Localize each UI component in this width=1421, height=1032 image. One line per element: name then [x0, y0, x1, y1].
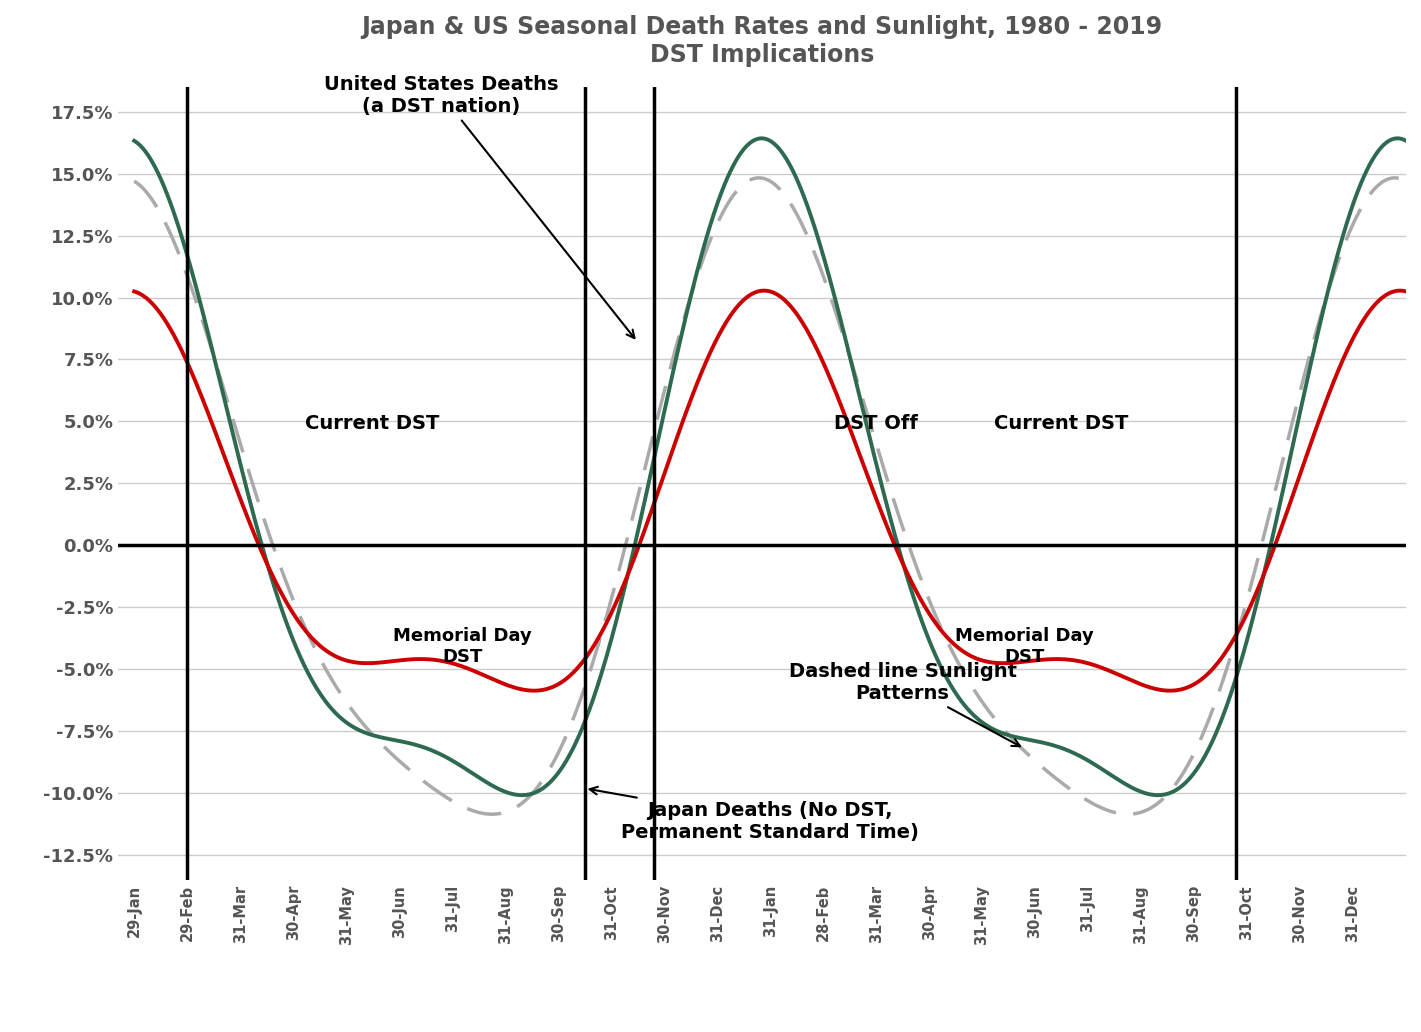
Text: Memorial Day
DST: Memorial Day DST [394, 627, 531, 666]
Text: Memorial Day
DST: Memorial Day DST [955, 627, 1094, 666]
Text: United States Deaths
(a DST nation): United States Deaths (a DST nation) [324, 74, 634, 338]
Text: Japan Deaths (No DST,
Permanent Standard Time): Japan Deaths (No DST, Permanent Standard… [590, 786, 919, 842]
Title: Japan & US Seasonal Death Rates and Sunlight, 1980 - 2019
DST Implications: Japan & US Seasonal Death Rates and Sunl… [361, 15, 1162, 67]
Text: Current DST: Current DST [306, 414, 441, 432]
Text: DST Off: DST Off [834, 414, 918, 432]
Text: Dashed line Sunlight
Patterns: Dashed line Sunlight Patterns [789, 663, 1020, 746]
Text: Current DST: Current DST [995, 414, 1128, 432]
